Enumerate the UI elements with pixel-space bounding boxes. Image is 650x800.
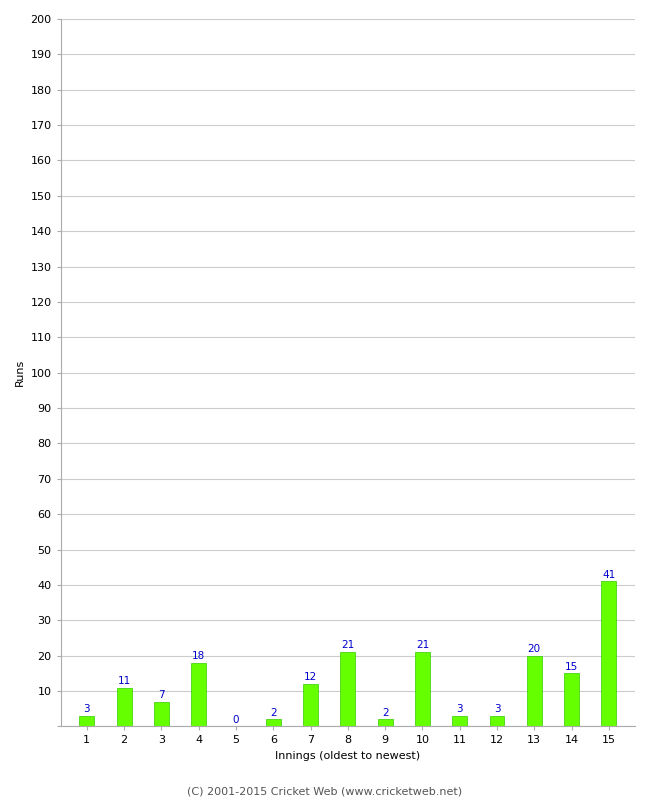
Y-axis label: Runs: Runs — [15, 359, 25, 386]
Bar — [191, 662, 206, 726]
Bar — [527, 656, 541, 726]
Bar — [341, 652, 356, 726]
X-axis label: Innings (oldest to newest): Innings (oldest to newest) — [276, 751, 421, 761]
Text: 3: 3 — [494, 704, 500, 714]
Text: 12: 12 — [304, 672, 317, 682]
Text: 7: 7 — [158, 690, 164, 700]
Bar — [266, 719, 281, 726]
Text: 3: 3 — [83, 704, 90, 714]
Bar — [116, 687, 131, 726]
Text: 15: 15 — [565, 662, 578, 671]
Text: (C) 2001-2015 Cricket Web (www.cricketweb.net): (C) 2001-2015 Cricket Web (www.cricketwe… — [187, 786, 463, 796]
Bar — [303, 684, 318, 726]
Text: 0: 0 — [233, 714, 239, 725]
Text: 2: 2 — [382, 707, 389, 718]
Bar — [154, 702, 169, 726]
Bar — [489, 716, 504, 726]
Text: 21: 21 — [341, 640, 354, 650]
Text: 18: 18 — [192, 651, 205, 661]
Text: 11: 11 — [118, 676, 131, 686]
Bar — [415, 652, 430, 726]
Text: 41: 41 — [603, 570, 616, 580]
Bar — [79, 716, 94, 726]
Bar — [564, 674, 579, 726]
Bar — [452, 716, 467, 726]
Text: 2: 2 — [270, 707, 277, 718]
Text: 3: 3 — [456, 704, 463, 714]
Bar — [378, 719, 393, 726]
Text: 21: 21 — [416, 640, 429, 650]
Text: 20: 20 — [528, 644, 541, 654]
Bar — [601, 582, 616, 726]
